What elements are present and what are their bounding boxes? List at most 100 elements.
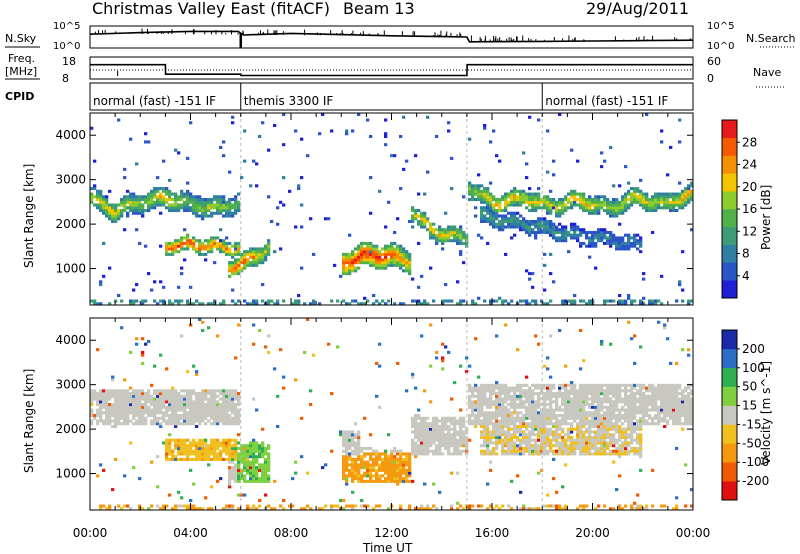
velocity-cell <box>279 348 283 352</box>
power-cell <box>594 200 598 204</box>
velocity-cell <box>207 446 211 450</box>
velocity-cell <box>228 394 232 398</box>
velocity-cell <box>177 438 181 442</box>
power-cell <box>153 192 157 196</box>
velocity-cell <box>237 468 241 472</box>
velocity-cell <box>435 452 439 456</box>
velocity-cell <box>345 504 349 508</box>
velocity-cell <box>252 397 256 401</box>
power-cell <box>210 302 214 306</box>
velocity-cell <box>540 438 544 442</box>
velocity-cell <box>510 403 514 407</box>
velocity-cell <box>213 411 217 415</box>
power-cell <box>360 250 364 254</box>
velocity-cell <box>234 389 238 393</box>
power-cell <box>525 269 529 273</box>
velocity-cell <box>615 386 619 390</box>
power-cell <box>375 252 379 256</box>
power-cell <box>219 203 223 207</box>
power-cell <box>639 244 643 248</box>
velocity-cell <box>231 460 235 464</box>
velocity-cell <box>183 419 187 423</box>
power-cell <box>516 302 520 306</box>
power-cell <box>366 247 370 251</box>
velocity-cell <box>567 408 571 412</box>
velocity-cell <box>615 400 619 404</box>
power-cell <box>261 255 265 259</box>
velocity-cell <box>189 468 193 472</box>
power-cell <box>393 230 397 234</box>
velocity-cell <box>189 394 193 398</box>
velocity-cell <box>237 455 241 459</box>
power-cell <box>219 302 223 306</box>
velocity-cell <box>573 411 577 415</box>
velocity-cell <box>141 507 145 511</box>
velocity-cell <box>261 455 265 459</box>
power-cell <box>468 198 472 202</box>
power-cell <box>498 219 502 224</box>
power-cell <box>591 203 595 207</box>
velocity-cell <box>348 474 352 478</box>
velocity-cell <box>348 471 352 475</box>
velocity-cell <box>495 386 499 390</box>
velocity-cell <box>102 419 106 423</box>
velocity-cell <box>486 405 490 409</box>
velocity-cell <box>90 414 94 418</box>
velocity-cell <box>198 397 202 401</box>
power-cell <box>540 228 544 232</box>
velocity-cell <box>204 392 208 396</box>
velocity-cell <box>117 403 121 407</box>
power-cell <box>189 121 193 125</box>
velocity-cell <box>129 405 133 409</box>
power-cell <box>249 184 253 188</box>
power-cell <box>498 198 502 202</box>
power-cell <box>624 241 628 245</box>
velocity-cell <box>462 441 466 445</box>
velocity-cell <box>588 433 592 437</box>
power-cell <box>492 222 496 226</box>
power-cell <box>489 181 493 185</box>
power-cell <box>399 258 403 262</box>
freq-trace <box>90 63 693 77</box>
velocity-cell <box>516 386 520 390</box>
power-cell <box>405 258 409 262</box>
velocity-cell <box>528 411 532 415</box>
velocity-cell <box>549 504 553 508</box>
power-cell <box>516 195 520 199</box>
velocity-cell <box>171 386 175 390</box>
velocity-cell <box>228 468 232 472</box>
velocity-cell <box>216 441 220 445</box>
power-cell <box>123 176 127 180</box>
velocity-cell <box>597 427 601 431</box>
power-cell <box>654 203 658 207</box>
power-cell <box>513 195 517 199</box>
velocity-cell <box>525 446 529 450</box>
power-cell <box>231 214 235 218</box>
velocity-cell <box>510 422 514 426</box>
velocity-cell <box>201 416 205 420</box>
power-cell <box>516 189 520 193</box>
velocity-cell <box>384 463 388 467</box>
velocity-cell <box>390 457 394 461</box>
velocity-cell <box>495 427 499 431</box>
velocity-cell <box>168 419 172 423</box>
velocity-cell <box>591 419 595 423</box>
power-cell <box>99 283 103 287</box>
velocity-cell <box>603 444 607 448</box>
velocity-cell <box>441 438 445 442</box>
power-cell <box>603 159 607 163</box>
velocity-cell <box>231 504 235 508</box>
velocity-cell <box>153 422 157 426</box>
velocity-cell <box>543 449 547 453</box>
velocity-cell <box>510 419 514 423</box>
power-cell <box>237 200 241 204</box>
power-cell <box>216 203 220 207</box>
velocity-cell <box>234 444 238 448</box>
velocity-cell <box>174 400 178 404</box>
velocity-cell <box>207 449 211 453</box>
velocity-cell <box>594 433 598 437</box>
power-cell <box>660 274 664 278</box>
power-cell <box>513 198 517 202</box>
power-cell <box>546 230 550 234</box>
power-cell <box>252 261 256 265</box>
